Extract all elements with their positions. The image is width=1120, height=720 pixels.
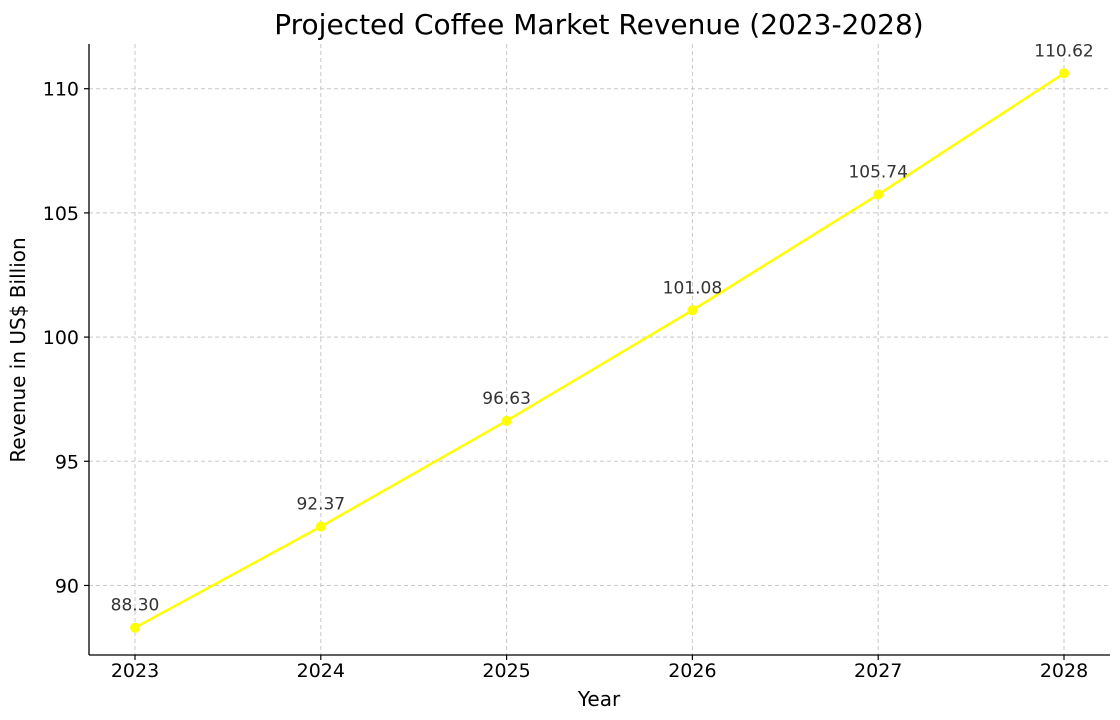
x-axis-label: Year bbox=[577, 687, 621, 711]
data-label: 96.63 bbox=[482, 389, 531, 409]
data-label: 101.08 bbox=[663, 278, 722, 298]
y-tick-label: 100 bbox=[43, 327, 79, 349]
data-points bbox=[130, 68, 1069, 633]
x-tick-label: 2024 bbox=[297, 660, 345, 682]
x-tick-label: 2027 bbox=[854, 660, 902, 682]
y-tick-label: 90 bbox=[55, 575, 79, 597]
data-labels: 88.30 92.37 96.63 101.08 105.74 110.62 bbox=[111, 41, 1094, 615]
y-tick-label: 95 bbox=[55, 451, 79, 473]
x-tick-label: 2028 bbox=[1040, 660, 1088, 682]
x-ticks: 2023 2024 2025 2026 2027 2028 bbox=[111, 655, 1088, 682]
grid bbox=[89, 44, 1110, 655]
data-point bbox=[501, 415, 512, 426]
data-point bbox=[315, 521, 326, 532]
data-point bbox=[687, 305, 698, 316]
data-point bbox=[1059, 68, 1069, 79]
chart-title: Projected Coffee Market Revenue (2023-20… bbox=[274, 8, 923, 41]
x-tick-label: 2023 bbox=[111, 660, 159, 682]
data-label: 92.37 bbox=[296, 495, 345, 515]
y-tick-label: 105 bbox=[43, 203, 79, 225]
x-tick-label: 2025 bbox=[482, 660, 530, 682]
x-tick-label: 2026 bbox=[668, 660, 716, 682]
y-ticks: 90 95 100 105 110 bbox=[43, 79, 89, 597]
data-label: 110.62 bbox=[1034, 41, 1093, 61]
data-label: 105.74 bbox=[848, 163, 907, 183]
y-axis-label: Revenue in US$ Billion bbox=[6, 237, 30, 462]
data-point bbox=[873, 189, 884, 200]
data-point bbox=[130, 622, 140, 633]
y-tick-label: 110 bbox=[43, 79, 79, 101]
data-label: 88.30 bbox=[111, 596, 160, 616]
series-line bbox=[134, 72, 1065, 629]
